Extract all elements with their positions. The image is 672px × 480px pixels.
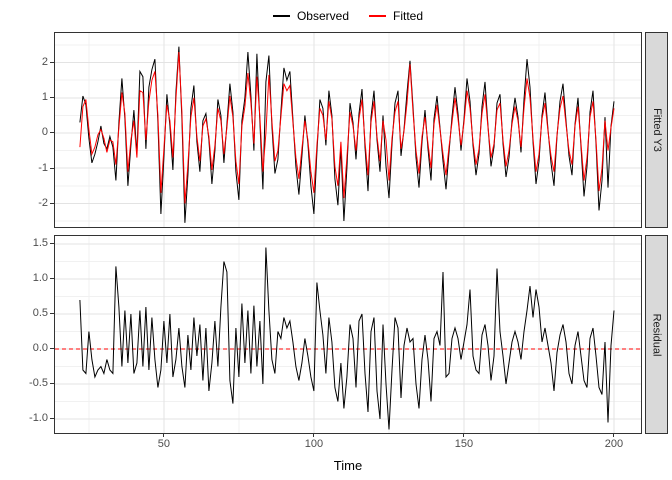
facet-strip-label: Residual — [650, 313, 663, 356]
facet-strip-fitted-y3: Fitted Y3 — [645, 32, 668, 228]
legend: Observed Fitted — [55, 8, 641, 24]
legend-label-observed: Observed — [296, 9, 349, 23]
panel-residual — [54, 235, 642, 434]
observed-line-key — [272, 15, 290, 17]
y-tick-label: -1.0 — [29, 412, 48, 425]
residual-line — [79, 247, 615, 430]
y-tick-label: 0 — [41, 126, 48, 139]
x-axis-tick — [613, 433, 615, 437]
y-axis-tick — [50, 132, 54, 134]
x-tick-label: 50 — [157, 438, 171, 450]
y-axis-tick — [50, 278, 54, 280]
legend-label-fitted: Fitted — [393, 9, 424, 23]
y-axis-tick — [50, 313, 54, 315]
x-tick-label: 150 — [454, 438, 474, 450]
residual-plot — [55, 236, 641, 433]
x-axis-tick — [313, 433, 315, 437]
x-axis-tick — [163, 433, 165, 437]
fitted-line-key — [369, 15, 386, 17]
y-axis-tick — [50, 202, 54, 204]
observed-line — [79, 46, 615, 223]
y-axis-tick — [50, 383, 54, 385]
facet-strip-label: Fitted Y3 — [650, 108, 663, 152]
y-axis-tick — [50, 418, 54, 420]
x-tick-label: 200 — [604, 438, 624, 450]
y-tick-label: 0.0 — [32, 342, 48, 355]
y-tick-label: -2 — [38, 196, 48, 209]
y-tick-label: -1 — [38, 161, 48, 174]
facet-strip-residual: Residual — [645, 235, 668, 434]
y-axis-tick — [50, 62, 54, 64]
y-tick-label: 1.0 — [32, 272, 48, 285]
legend-item-fitted: Fitted — [369, 9, 423, 23]
x-tick-label: 100 — [304, 438, 324, 450]
fitted-line — [79, 51, 615, 204]
x-axis-tick — [463, 433, 465, 437]
y-tick-label: -0.5 — [29, 377, 48, 390]
fitted-y3-plot — [55, 33, 641, 227]
y-tick-label: 2 — [41, 56, 48, 69]
y-axis-tick — [50, 167, 54, 169]
x-axis-title: Time — [333, 458, 363, 473]
y-tick-label: 1 — [41, 91, 48, 104]
y-axis-tick — [50, 97, 54, 99]
y-tick-label: 0.5 — [32, 307, 48, 320]
panel-fitted-y3 — [54, 32, 642, 228]
y-axis-tick — [50, 243, 54, 245]
legend-item-observed: Observed — [272, 9, 349, 23]
y-axis-tick — [50, 348, 54, 350]
y-tick-label: 1.5 — [32, 237, 48, 250]
